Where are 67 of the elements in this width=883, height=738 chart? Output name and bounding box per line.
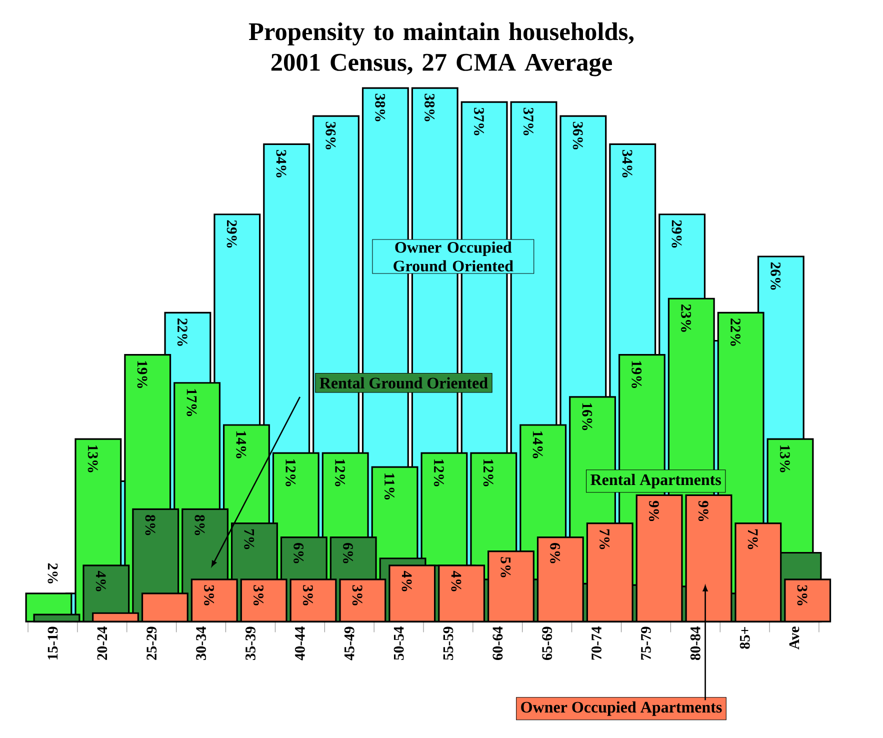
data-label: 2% <box>48 564 58 584</box>
x-tick-label: 65-69 <box>542 627 552 660</box>
data-label: 9% <box>648 501 659 522</box>
data-label: 4% <box>402 571 412 592</box>
x-tick-label: 50-54 <box>394 626 404 660</box>
data-label: 36% <box>572 122 583 150</box>
data-label: 12% <box>434 460 444 486</box>
x-tick-label: 80-84 <box>690 626 700 660</box>
data-label: 12% <box>483 460 494 486</box>
data-label: 38% <box>424 94 435 122</box>
data-label: 22% <box>177 318 188 346</box>
data-label: 3% <box>352 585 362 606</box>
data-label: 29% <box>226 220 237 248</box>
data-label: 9% <box>698 501 708 522</box>
data-label: 5% <box>500 557 511 578</box>
x-tick-label: 60-64 <box>492 626 503 660</box>
x-tick-label: 15-19 <box>48 627 58 660</box>
data-label: 3% <box>797 585 808 606</box>
data-label: 19% <box>137 361 148 388</box>
x-tick-label: 30-34 <box>196 626 206 660</box>
x-tick-label: 45-49 <box>344 627 354 660</box>
data-label: 13% <box>88 446 98 472</box>
data-label: 7% <box>244 530 254 550</box>
x-tick-label: 40-44 <box>294 626 305 660</box>
data-label: 37% <box>474 108 484 136</box>
data-label: 29% <box>672 220 682 248</box>
data-label: 19% <box>632 361 642 388</box>
data-label: 38% <box>375 94 386 122</box>
x-tick-label: 85+ <box>740 627 750 650</box>
data-label: 3% <box>204 585 214 606</box>
data-label: 37% <box>523 108 534 136</box>
data-label: 17% <box>186 389 197 416</box>
x-tick-label: 20-24 <box>97 626 108 660</box>
chart-title: Propensity to maintain households, 2001 Census, 27 CMA Average <box>248 22 634 76</box>
data-label: 3% <box>302 585 313 606</box>
data-label: 3% <box>254 585 264 606</box>
data-label: 8% <box>145 515 156 536</box>
series-label: Owner Occupied Ground Oriented <box>394 242 514 272</box>
data-label: 7% <box>748 530 758 550</box>
text: Owner Occupied Apartments <box>521 702 722 716</box>
data-label: 14% <box>532 432 543 458</box>
x-tick-label: 55-59 <box>443 627 454 660</box>
data-label: 34% <box>276 150 286 178</box>
data-label: 36% <box>326 122 336 150</box>
data-label: 13% <box>780 446 790 472</box>
data-label: 16% <box>582 404 592 430</box>
text: Rental Ground Oriented <box>320 377 488 389</box>
x-tick-label: 70-74 <box>592 626 602 660</box>
data-label: 23% <box>681 304 692 332</box>
data-label: 6% <box>343 543 353 564</box>
x-tick-label: 35-39 <box>246 627 256 660</box>
series-label: Rental Apartments <box>590 474 722 489</box>
x-tick-label: Ave <box>789 626 800 650</box>
data-label: 11% <box>384 474 394 500</box>
x-tick-label: 75-79 <box>641 627 651 660</box>
data-label: 7% <box>600 530 610 550</box>
data-label: 6% <box>294 543 304 564</box>
data-label: 26% <box>770 262 781 290</box>
data-label: 14% <box>236 432 246 458</box>
data-label: 4% <box>96 571 106 592</box>
x-tick-label: 25-29 <box>146 627 157 660</box>
data-label: 6% <box>550 543 560 564</box>
data-label: 12% <box>335 460 345 486</box>
data-label: 22% <box>730 318 740 346</box>
data-label: 34% <box>622 150 632 178</box>
data-label: 12% <box>286 460 296 486</box>
data-label: 8% <box>194 515 205 536</box>
